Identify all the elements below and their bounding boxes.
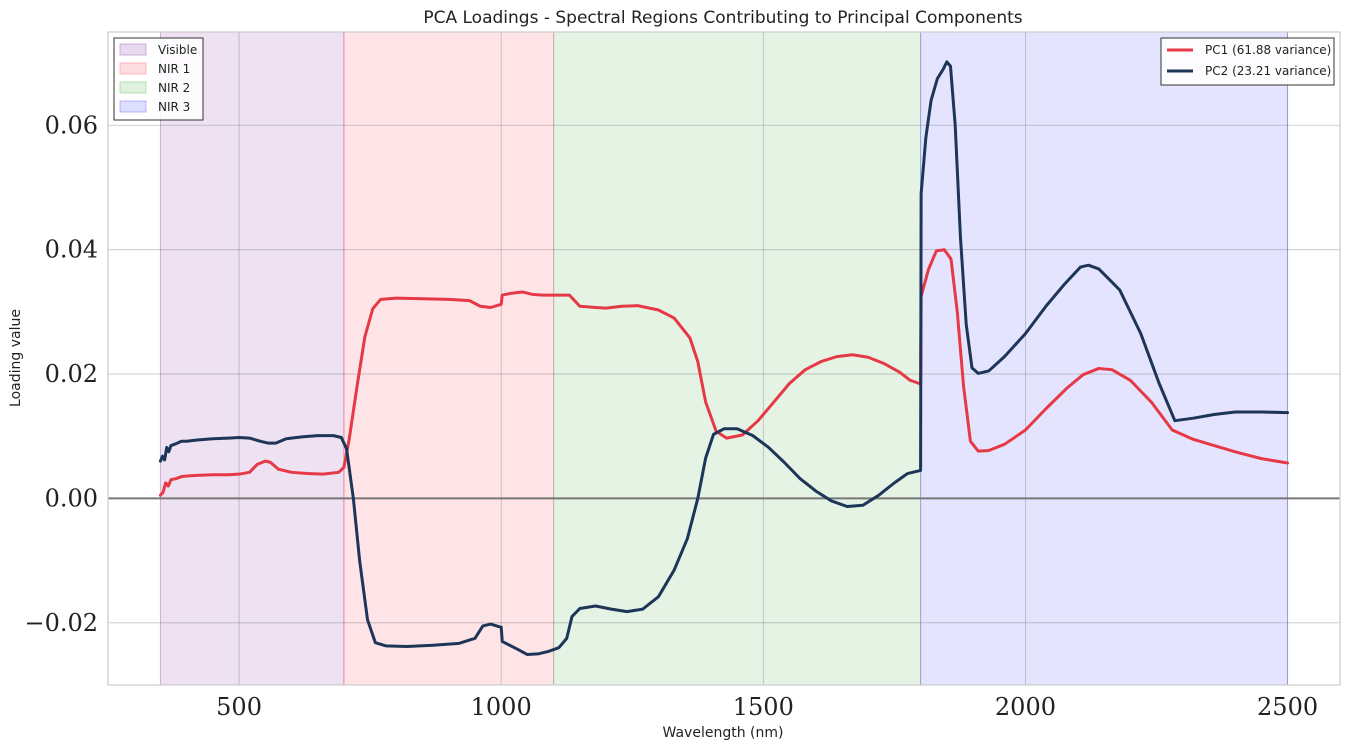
x-tick-label-3: 2000: [995, 693, 1056, 721]
region-legend-label-1: NIR 1: [158, 62, 190, 76]
grid-lines: [108, 32, 1340, 685]
x-axis-label: Wavelength (nm): [663, 725, 784, 741]
region-legend-swatch-1: [119, 62, 147, 75]
y-tick-labels: −0.02 0.00 0.02 0.04 0.06: [24, 111, 98, 637]
y-tick-label-1: 0.00: [45, 484, 98, 512]
region-legend-label-3: NIR 3: [158, 100, 190, 114]
series-legend-label-0: PC1 (61.88 variance): [1205, 43, 1331, 57]
chart-title: PCA Loadings - Spectral Regions Contribu…: [423, 8, 1022, 28]
region-band-1: [343, 32, 554, 685]
region-legend-frame: [113, 37, 204, 121]
y-tick-label-3: 0.04: [45, 236, 98, 264]
y-axis-label: Loading value: [8, 309, 24, 407]
x-tick-label-1: 1000: [471, 693, 532, 721]
series-line-pc2: [158, 60, 1290, 657]
x-tick-label-2: 1500: [733, 693, 794, 721]
series-lines: [158, 60, 1290, 657]
x-tick-labels: 500 1000 1500 2000 2500: [216, 693, 1318, 721]
region-legend-swatch-0: [119, 43, 147, 56]
region-legend-label-0: Visible: [158, 43, 197, 57]
region-band-0: [160, 32, 344, 685]
region-legend-label-2: NIR 2: [158, 81, 190, 95]
x-tick-label-4: 2500: [1257, 693, 1318, 721]
plot-frame: [107, 31, 1341, 686]
series-line-pc1: [158, 248, 1290, 497]
x-tick-label-0: 500: [216, 693, 262, 721]
region-band-3: [920, 32, 1288, 685]
y-tick-label-4: 0.06: [45, 111, 98, 139]
region-legend-swatch-3: [119, 100, 147, 113]
series-legend: PC1 (61.88 variance) PC2 (23.21 variance): [1160, 37, 1335, 86]
y-tick-label-0: −0.02: [24, 609, 98, 637]
region-legend-swatch-2: [119, 81, 147, 94]
region-bands: [159, 32, 1289, 685]
series-legend-frame: [1160, 37, 1335, 86]
y-tick-label-2: 0.02: [45, 360, 98, 388]
region-band-2: [553, 32, 921, 685]
region-legend: Visible NIR 1 NIR 2 NIR 3: [113, 37, 204, 121]
series-legend-label-1: PC2 (23.21 variance): [1205, 64, 1331, 78]
